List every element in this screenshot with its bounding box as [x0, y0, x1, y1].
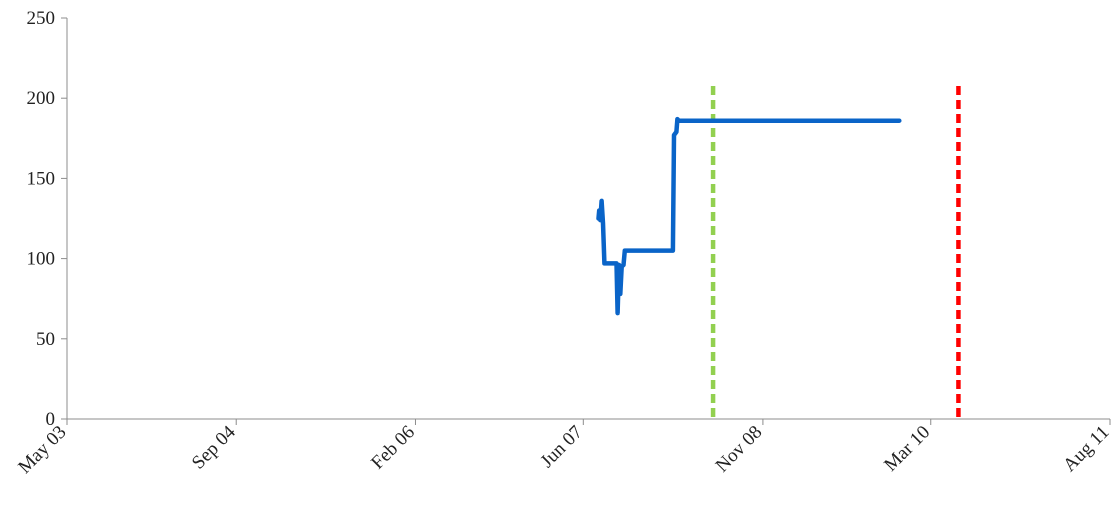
x-tick-label: Jun 07	[537, 422, 587, 472]
x-tick-label: Nov 08	[712, 422, 767, 477]
x-tick-label: Sep 04	[188, 421, 240, 473]
y-tick-label: 50	[36, 329, 55, 350]
y-tick-label: 0	[46, 409, 56, 430]
series-line	[596, 116, 902, 316]
y-tick-label: 150	[27, 168, 56, 189]
y-tick-label: 250	[27, 8, 56, 29]
y-tick-label: 100	[27, 249, 56, 270]
x-tick-label: Mar 10	[880, 422, 934, 476]
x-tick-label: Feb 06	[367, 422, 419, 474]
y-tick-label: 200	[27, 88, 56, 109]
x-tick-label: May 03	[14, 422, 70, 478]
x-tick-label: Aug 11	[1059, 422, 1113, 476]
